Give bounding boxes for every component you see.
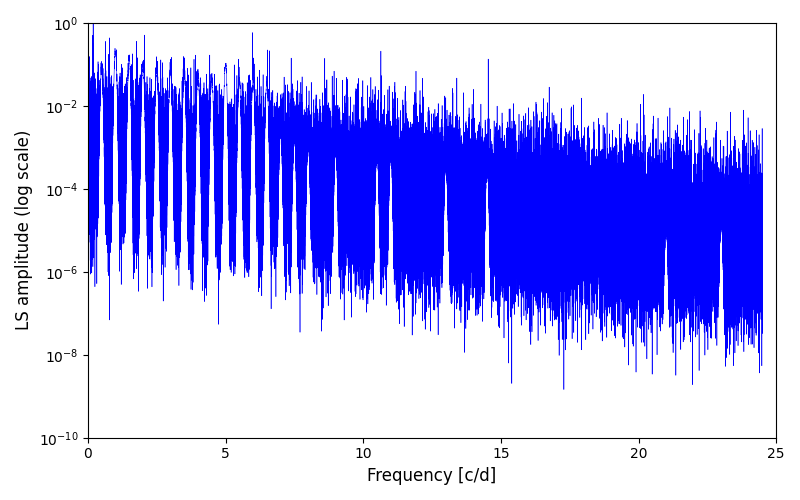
Y-axis label: LS amplitude (log scale): LS amplitude (log scale) bbox=[15, 130, 33, 330]
X-axis label: Frequency [c/d]: Frequency [c/d] bbox=[367, 467, 497, 485]
